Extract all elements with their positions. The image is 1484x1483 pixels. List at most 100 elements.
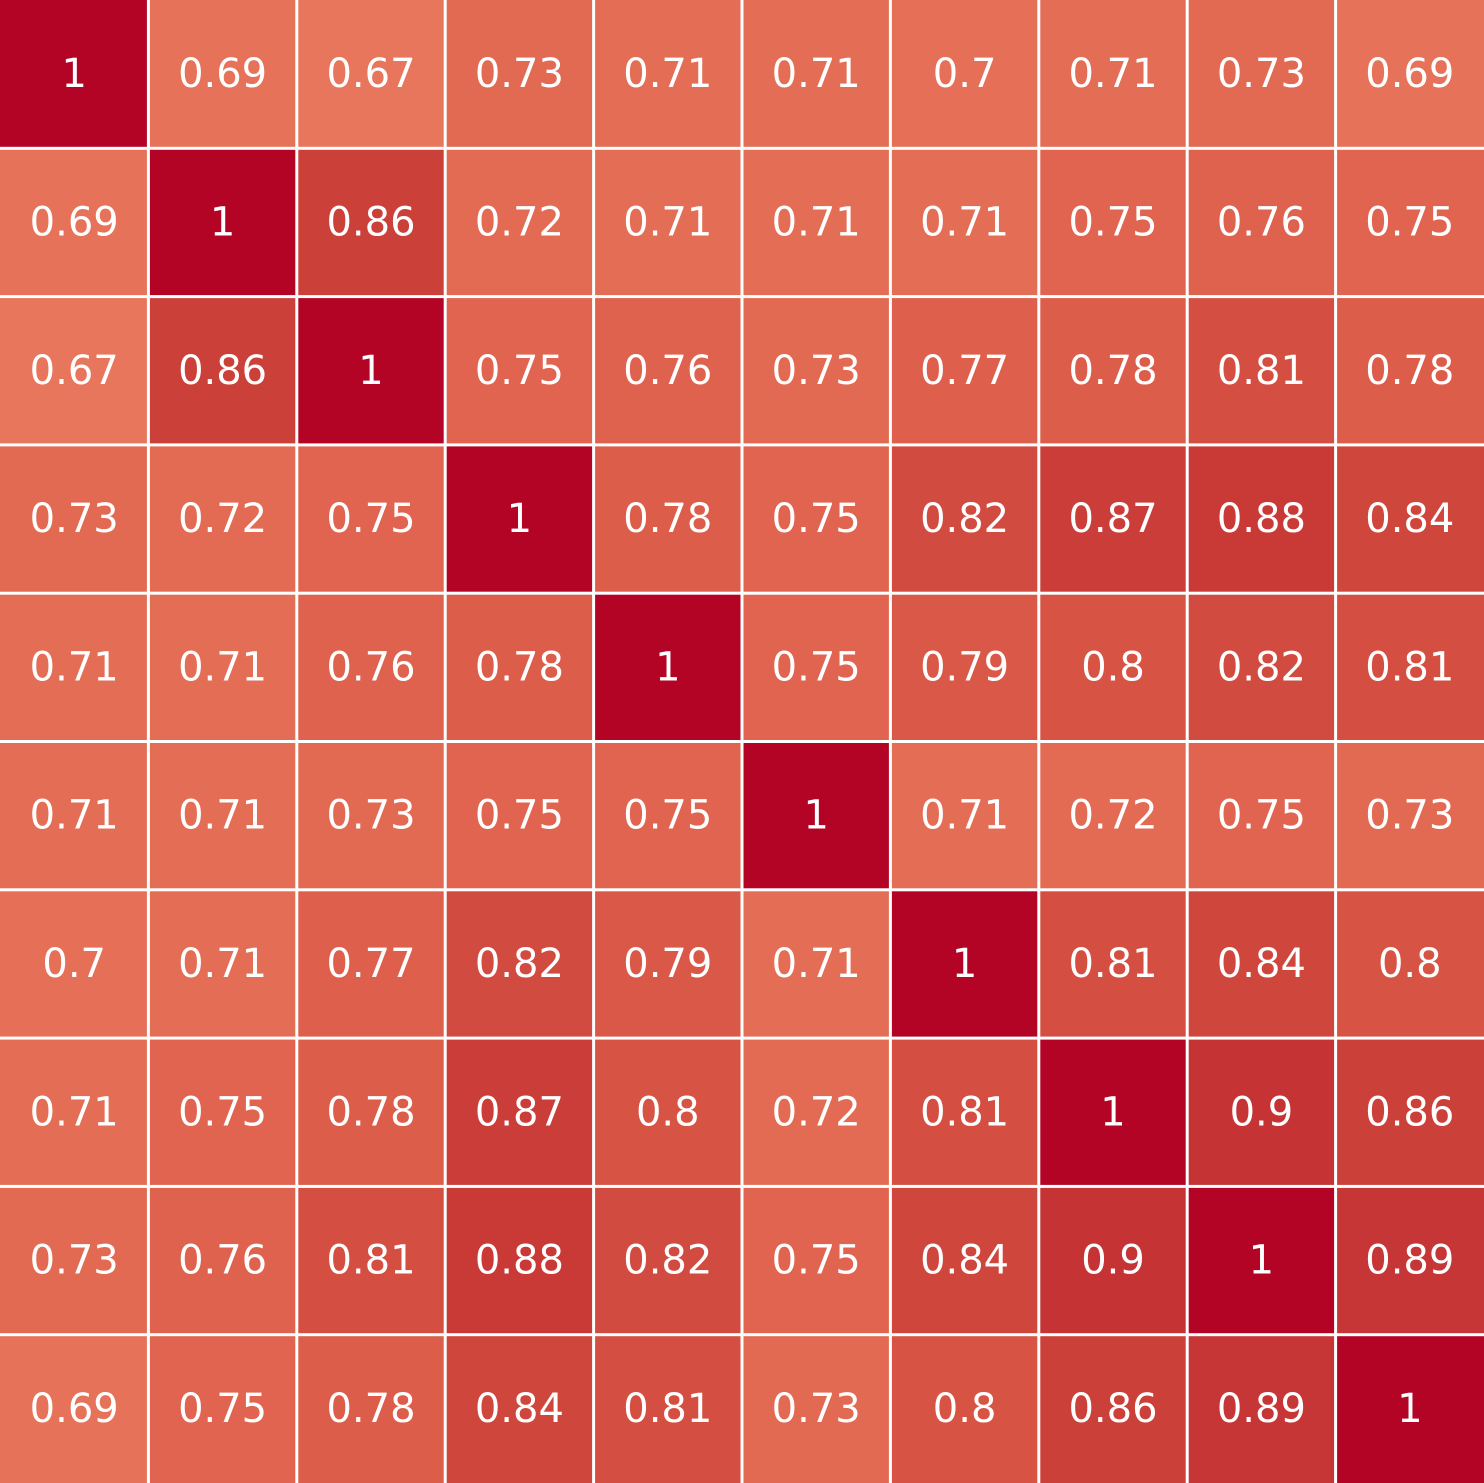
cell-annotation-r3-c8: 0.88 [1217, 496, 1306, 542]
heatmap-cell-r6-c0 [0, 891, 147, 1037]
cell-annotation-r9-c9: 1 [1397, 1386, 1422, 1432]
cell-annotation-r3-c4: 0.78 [623, 496, 712, 542]
heatmap-cell-r8-c1 [149, 1187, 296, 1334]
heatmap-cell-r2-c0 [0, 298, 147, 444]
heatmap-cell-r5-c9 [1337, 743, 1484, 889]
cell-annotation-r3-c6: 0.82 [920, 496, 1009, 542]
cell-annotation-r9-c2: 0.78 [326, 1386, 415, 1432]
heatmap-cell-r9-c9 [1337, 1336, 1484, 1483]
cell-annotation-r2-c6: 0.77 [920, 348, 1009, 394]
cell-annotation-r7-c4: 0.8 [636, 1089, 700, 1135]
cell-annotation-r6-c5: 0.71 [772, 941, 861, 987]
heatmap-cell-r0-c7 [1040, 0, 1186, 147]
heatmap-cell-r7-c5 [743, 1039, 889, 1185]
cell-annotation-r6-c4: 0.79 [623, 941, 712, 987]
heatmap-cell-r6-c8 [1188, 891, 1335, 1037]
heatmap-cell-r5-c7 [1040, 743, 1186, 889]
heatmap-cell-r0-c0 [0, 0, 147, 147]
cell-annotation-r4-c9: 0.81 [1365, 644, 1454, 690]
heatmap-cell-r5-c3 [446, 743, 593, 889]
heatmap-cell-r8-c2 [298, 1187, 444, 1334]
cell-annotation-r6-c6: 1 [952, 941, 977, 987]
cell-annotation-r5-c3: 0.75 [475, 793, 564, 839]
heatmap-cell-r8-c4 [595, 1187, 741, 1334]
cell-annotation-r8-c2: 0.81 [326, 1238, 415, 1284]
cell-annotation-r4-c1: 0.71 [178, 644, 267, 690]
cell-annotation-r3-c3: 1 [507, 496, 532, 542]
cell-annotation-r2-c9: 0.78 [1365, 348, 1454, 394]
heatmap-cell-r9-c7 [1040, 1336, 1186, 1483]
cell-annotation-r8-c6: 0.84 [920, 1238, 1009, 1284]
cell-annotation-r4-c7: 0.8 [1081, 644, 1145, 690]
cell-annotation-r9-c6: 0.8 [933, 1386, 997, 1432]
heatmap-cell-r4-c2 [298, 594, 444, 740]
heatmap-cell-r6-c1 [149, 891, 296, 1037]
heatmap-cell-r3-c6 [891, 446, 1038, 592]
heatmap-cell-r6-c7 [1040, 891, 1186, 1037]
heatmap-cell-r5-c6 [891, 743, 1038, 889]
cell-annotation-r4-c6: 0.79 [920, 644, 1009, 690]
cell-annotation-r5-c2: 0.73 [326, 793, 415, 839]
cell-annotation-r5-c7: 0.72 [1068, 793, 1157, 839]
cell-annotation-r6-c7: 0.81 [1068, 941, 1157, 987]
cell-annotation-r8-c9: 0.89 [1365, 1238, 1454, 1284]
heatmap-cell-r3-c1 [149, 446, 296, 592]
heatmap-cell-r2-c9 [1337, 298, 1484, 444]
heatmap-cell-r5-c5 [743, 743, 889, 889]
cell-annotation-r0-c1: 0.69 [178, 51, 267, 97]
heatmap-cell-r7-c8 [1188, 1039, 1335, 1185]
heatmap-cell-r2-c5 [743, 298, 889, 444]
heatmap-cell-r0-c6 [891, 0, 1038, 147]
cell-annotation-r9-c8: 0.89 [1217, 1386, 1306, 1432]
cell-annotation-r1-c8: 0.76 [1217, 199, 1306, 245]
heatmap-cell-r0-c9 [1337, 0, 1484, 147]
heatmap-cell-r2-c2 [298, 298, 444, 444]
heatmap-cell-r1-c0 [0, 149, 147, 296]
cell-annotation-r8-c3: 0.88 [475, 1238, 564, 1284]
cell-annotation-r2-c1: 0.86 [178, 348, 267, 394]
cell-annotation-r5-c1: 0.71 [178, 793, 267, 839]
cell-annotation-r3-c2: 0.75 [326, 496, 415, 542]
heatmap-cell-r1-c1 [149, 149, 296, 296]
heatmap-cell-r1-c4 [595, 149, 741, 296]
heatmap-cell-r2-c8 [1188, 298, 1335, 444]
heatmap-cell-r7-c6 [891, 1039, 1038, 1185]
cell-annotation-r1-c9: 0.75 [1365, 199, 1454, 245]
cell-annotation-r8-c8: 1 [1249, 1238, 1274, 1284]
heatmap-cell-r5-c1 [149, 743, 296, 889]
heatmap-cell-r1-c2 [298, 149, 444, 296]
heatmap-cell-r0-c4 [595, 0, 741, 147]
heatmap-cell-r9-c2 [298, 1336, 444, 1483]
cell-annotation-r4-c2: 0.76 [326, 644, 415, 690]
cell-annotation-r9-c4: 0.81 [623, 1386, 712, 1432]
cell-annotation-r8-c1: 0.76 [178, 1238, 267, 1284]
heatmap-cell-r3-c0 [0, 446, 147, 592]
cell-annotation-r4-c5: 0.75 [772, 644, 861, 690]
heatmap-cell-r7-c4 [595, 1039, 741, 1185]
heatmap-cell-r3-c7 [1040, 446, 1186, 592]
cell-annotation-r8-c0: 0.73 [30, 1238, 119, 1284]
heatmap-cell-r4-c5 [743, 594, 889, 740]
heatmap-cell-r7-c9 [1337, 1039, 1484, 1185]
heatmap-cell-r4-c9 [1337, 594, 1484, 740]
cell-annotation-r2-c2: 1 [358, 348, 383, 394]
heatmap-cell-r0-c1 [149, 0, 296, 147]
heatmap-cell-r0-c2 [298, 0, 444, 147]
cell-annotation-r0-c6: 0.7 [933, 51, 997, 97]
cell-annotation-r9-c0: 0.69 [30, 1386, 119, 1432]
cell-annotation-r0-c2: 0.67 [326, 51, 415, 97]
heatmap-cell-r8-c3 [446, 1187, 593, 1334]
heatmap-cell-r3-c8 [1188, 446, 1335, 592]
cell-annotation-r3-c5: 0.75 [772, 496, 861, 542]
cell-annotation-r5-c4: 0.75 [623, 793, 712, 839]
heatmap-cell-r6-c6 [891, 891, 1038, 1037]
heatmap-cell-r3-c3 [446, 446, 593, 592]
heatmap-cell-r7-c2 [298, 1039, 444, 1185]
cell-annotation-r6-c9: 0.8 [1378, 941, 1442, 987]
cell-annotation-r1-c3: 0.72 [475, 199, 564, 245]
cell-annotation-r5-c8: 0.75 [1217, 793, 1306, 839]
heatmap-cell-r9-c8 [1188, 1336, 1335, 1483]
heatmap-cell-r8-c0 [0, 1187, 147, 1334]
heatmap-cell-r9-c1 [149, 1336, 296, 1483]
